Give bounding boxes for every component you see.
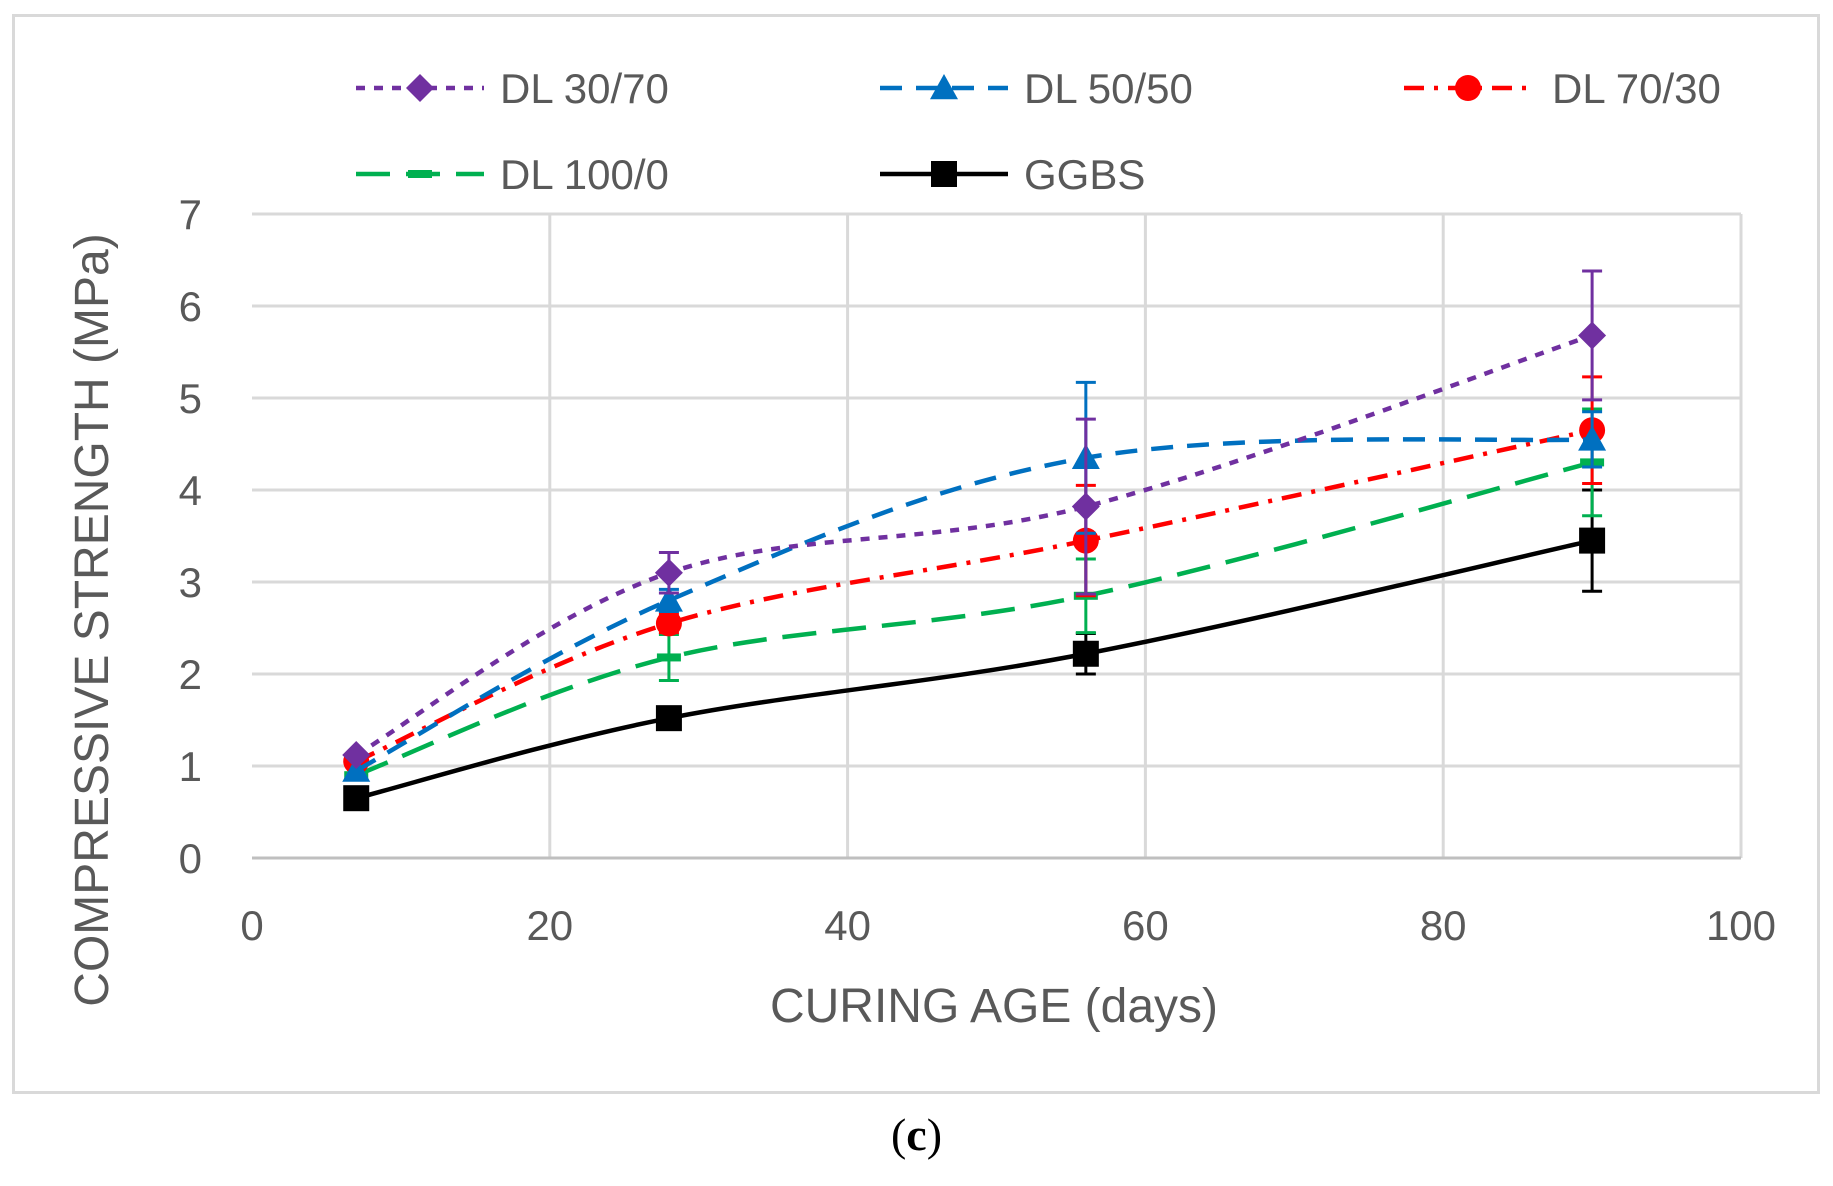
legend-label: GGBS xyxy=(1024,151,1145,198)
diamond-marker xyxy=(654,558,683,587)
panel-letter: c xyxy=(906,1109,927,1160)
series-line xyxy=(355,428,1593,764)
legend-item-dl-50-50: DL 50/50 xyxy=(880,65,1193,112)
legend-item-ggbs: GGBS xyxy=(880,151,1145,198)
square-marker xyxy=(655,705,682,732)
y-tick-label: 0 xyxy=(179,835,202,882)
diamond-marker xyxy=(342,740,371,769)
x-tick-label: 0 xyxy=(240,902,263,949)
series-line xyxy=(355,538,1593,801)
legend-label: DL 30/70 xyxy=(500,65,669,112)
x-tick-label: 20 xyxy=(526,902,573,949)
square-marker xyxy=(931,161,957,187)
legend-item-dl-30-70: DL 30/70 xyxy=(356,65,669,112)
legend-label: DL 100/0 xyxy=(500,151,669,198)
series-line xyxy=(355,333,1593,757)
grid-layer xyxy=(252,212,1743,858)
y-tick-label: 4 xyxy=(179,467,202,514)
square-marker xyxy=(343,785,370,812)
triangle-marker xyxy=(1578,425,1607,451)
x-axis-title: CURING AGE (days) xyxy=(770,980,1218,1033)
square-marker xyxy=(1579,527,1606,554)
x-tick-label: 60 xyxy=(1122,902,1169,949)
circle-marker xyxy=(1455,75,1481,101)
triangle-marker xyxy=(654,586,683,612)
y-tick-label: 1 xyxy=(179,743,202,790)
triangle-marker xyxy=(342,756,371,782)
series-dl-100-0 xyxy=(344,407,1605,780)
series-dl-30-70 xyxy=(342,269,1607,769)
diamond-marker xyxy=(1578,321,1607,350)
circle-marker xyxy=(655,610,682,637)
y-tick-label: 6 xyxy=(179,283,202,330)
series-dl-70-30 xyxy=(343,375,1606,775)
legend-item-dl-70-30: DL 70/30 xyxy=(1404,65,1721,112)
diamond-marker xyxy=(406,74,434,102)
panel-label: (c) xyxy=(890,1109,943,1160)
chart-frame xyxy=(12,14,1820,1094)
y-axis-title: COMPRESSIVE STRENGTH (MPa) xyxy=(66,233,119,1006)
series-ggbs xyxy=(343,488,1606,812)
y-tick-label: 7 xyxy=(179,191,202,238)
dash-marker xyxy=(408,170,432,178)
x-tick-label: 40 xyxy=(824,902,871,949)
x-tick-label: 100 xyxy=(1706,902,1776,949)
legend-label: DL 70/30 xyxy=(1552,65,1721,112)
x-tick-label: 80 xyxy=(1420,902,1467,949)
square-marker xyxy=(1072,640,1099,667)
series-layer xyxy=(342,269,1607,812)
triangle-marker xyxy=(930,74,958,100)
y-tick-label: 2 xyxy=(179,651,202,698)
axis-layer: 0 1 2 3 4 5 6 7 0 20 40 60 80 100 xyxy=(179,191,1776,949)
series-line xyxy=(355,437,1593,773)
legend: DL 30/70 DL 50/50 DL 70/30 DL 100/0 GGBS xyxy=(356,65,1721,198)
y-tick-label: 3 xyxy=(179,559,202,606)
legend-label: DL 50/50 xyxy=(1024,65,1193,112)
series-line xyxy=(355,460,1593,778)
diamond-marker xyxy=(1071,492,1100,521)
y-tick-label: 5 xyxy=(179,375,202,422)
dash-marker xyxy=(656,653,681,662)
legend-item-dl-100-0: DL 100/0 xyxy=(356,151,669,198)
